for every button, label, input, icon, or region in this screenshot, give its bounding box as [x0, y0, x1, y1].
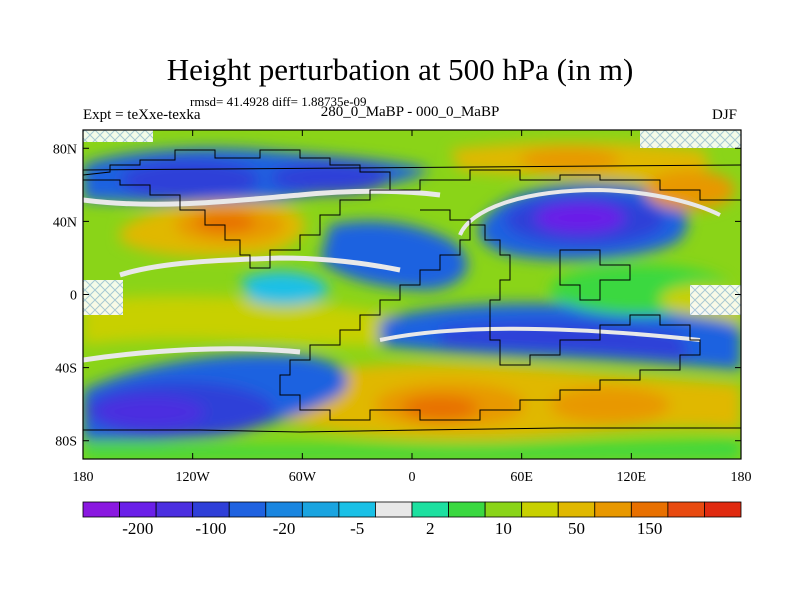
colorbar-label: -20 — [273, 519, 296, 538]
lat-tick-label: 40S — [55, 362, 77, 377]
latitude-axis: 80N 40N 0 40S 80S — [53, 142, 741, 450]
colorbar-box — [338, 501, 376, 518]
colorbar-box — [484, 501, 523, 518]
lon-tick-label: 60W — [289, 470, 317, 485]
longitude-axis: 180 120W 60W 0 60E 120E 180 — [73, 130, 752, 485]
lon-tick-label: 60E — [510, 470, 533, 485]
high-ne-pacific-core — [195, 212, 255, 232]
zero-contour-asia — [458, 187, 721, 236]
colorbar-box — [594, 501, 632, 518]
colorbar-box — [557, 501, 596, 518]
colorbar-box — [228, 501, 267, 518]
lat-tick-label: 80N — [53, 142, 77, 157]
zero-contour-south — [379, 326, 701, 342]
colorbar-label: 2 — [426, 519, 435, 538]
zero-contour-north — [83, 188, 441, 207]
colorbar-box — [667, 501, 705, 518]
colorbar-label: 10 — [495, 519, 512, 538]
lat-tick-label: 40N — [53, 215, 77, 230]
colorbar-box — [192, 501, 230, 518]
lat-tick-label: 0 — [70, 289, 77, 304]
north-coast-outline — [390, 169, 741, 201]
high-siberia — [520, 148, 620, 172]
stats-label: rmsd= 41.4928 diff= 1.88735e-09 — [190, 94, 367, 109]
season-label: DJF — [712, 107, 738, 123]
undefined-region-arctic — [640, 130, 741, 148]
low-north-pacific — [120, 160, 260, 200]
lon-tick-label: 120W — [176, 470, 211, 485]
undefined-region-arctic-west — [83, 130, 153, 142]
low-central-asia-core — [535, 203, 625, 233]
high-south-indian — [550, 387, 670, 423]
colorbar-label: -100 — [195, 519, 226, 538]
colorbar-box — [82, 501, 120, 518]
lon-tick-label: 180 — [73, 470, 94, 485]
colorbar-label: 150 — [637, 519, 663, 538]
colorbar-box — [155, 501, 194, 518]
continent-outlines — [83, 149, 741, 433]
colorbar-box — [704, 501, 742, 518]
lon-tick-label: 180 — [731, 470, 752, 485]
height-anomaly-field — [83, 130, 741, 459]
band-green-antarctic — [83, 440, 741, 459]
colorbar-box — [521, 501, 559, 518]
lat-tick-label: 80S — [55, 435, 77, 450]
colorbar: -200 -100 -20 -5 2 10 50 150 — [82, 501, 742, 538]
colorbar-box — [119, 501, 157, 518]
chart-title: Height perturbation at 500 hPa (in m) — [166, 52, 634, 87]
zero-contour-tropics — [119, 255, 401, 278]
colorbar-label: -5 — [350, 519, 364, 538]
colorbar-box — [411, 501, 449, 518]
low-south-pacific-core — [95, 396, 205, 428]
zero-contour-south-pacific — [83, 346, 301, 363]
colorbar-label: 50 — [568, 519, 585, 538]
period-label: 280_0_MaBP - 000_0_MaBP — [320, 104, 500, 120]
colorbar-box — [630, 501, 669, 518]
colorbar-box — [375, 501, 413, 518]
colorbar-box — [265, 501, 303, 518]
low-tropical-pacific — [240, 271, 330, 306]
colorbar-label: -200 — [122, 519, 153, 538]
undefined-region-east-pacific — [83, 280, 123, 315]
lon-tick-label: 120E — [617, 470, 647, 485]
undefined-region-west-pacific — [690, 285, 741, 315]
low-tropical-atlantic — [320, 220, 468, 290]
laurasia-outline — [83, 149, 391, 269]
cimmeria-outline — [559, 249, 631, 301]
arctic-outline — [83, 164, 741, 171]
antarctic-outline — [83, 427, 741, 433]
lon-tick-label: 0 — [409, 470, 416, 485]
colorbar-box — [448, 501, 486, 518]
high-south-atlantic-core — [402, 396, 478, 420]
gondwana-outline — [279, 209, 701, 421]
colorbar-box — [301, 501, 340, 518]
experiment-label: Expt = teXxe-texka — [83, 107, 201, 123]
